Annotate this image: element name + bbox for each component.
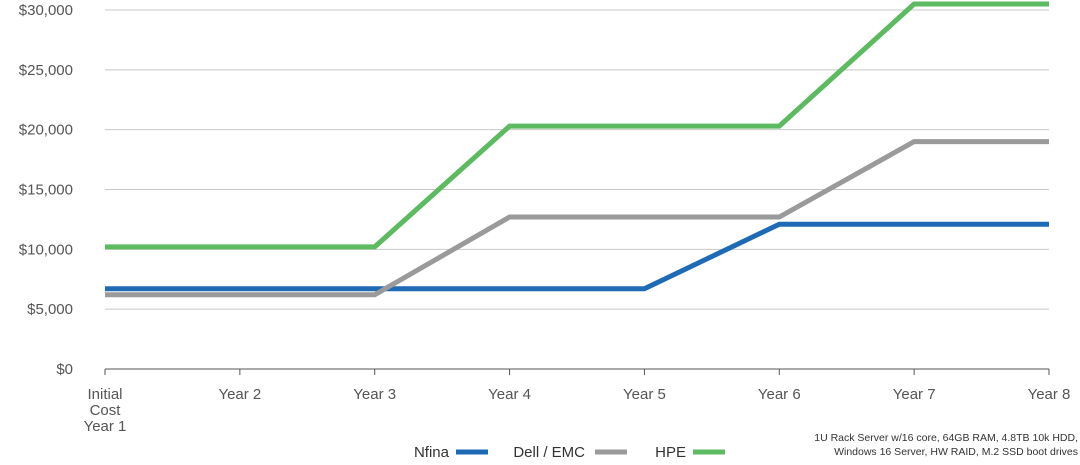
- x-tick-label: Year 4: [488, 386, 531, 403]
- y-tick-label: $20,000: [19, 122, 73, 139]
- x-tick-label: Year 2: [218, 386, 261, 403]
- x-tick-label: Year 6: [758, 386, 801, 403]
- axes: [104, 368, 1050, 375]
- x-tick-label: Year 5: [623, 386, 666, 403]
- y-tick-label: $10,000: [19, 241, 73, 258]
- y-tick-label: $5,000: [27, 301, 73, 318]
- y-tick-label: $30,000: [19, 2, 73, 19]
- x-tick-label: Year 8: [1028, 386, 1071, 403]
- legend-label-dell-emc: Dell / EMC: [513, 444, 585, 461]
- x-tick-label: Initial Cost Year 1: [84, 386, 127, 435]
- footnote-line-1: 1U Rack Server w/16 core, 64GB RAM, 4.8T…: [814, 432, 1078, 444]
- tick-labels: $0 $5,000 $10,000 $15,000 $20,000 $25,000 $30,…: [19, 2, 1071, 435]
- gridlines: [105, 9, 1049, 310]
- legend: Nfina Dell / EMC HPE: [414, 444, 725, 461]
- y-tick-label: $15,000: [19, 182, 73, 199]
- legend-label-hpe: HPE: [655, 444, 686, 461]
- x-tick-label: Year 7: [893, 386, 936, 403]
- x-tick-label: Year 3: [353, 386, 396, 403]
- series-line-hpe: [105, 1, 1049, 250]
- legend-label-nfina: Nfina: [414, 444, 450, 461]
- series-lines: [105, 1, 1049, 298]
- footnote: 1U Rack Server w/16 core, 64GB RAM, 4.8T…: [658, 431, 1078, 459]
- series-line-nfina: [105, 221, 1049, 292]
- footnote-line-2: Windows 16 Server, HW RAID, M.2 SSD boot…: [834, 446, 1078, 458]
- series-line-dell-emc: [105, 139, 1049, 298]
- y-tick-label: $25,000: [19, 62, 73, 79]
- y-tick-label: $0: [56, 361, 73, 378]
